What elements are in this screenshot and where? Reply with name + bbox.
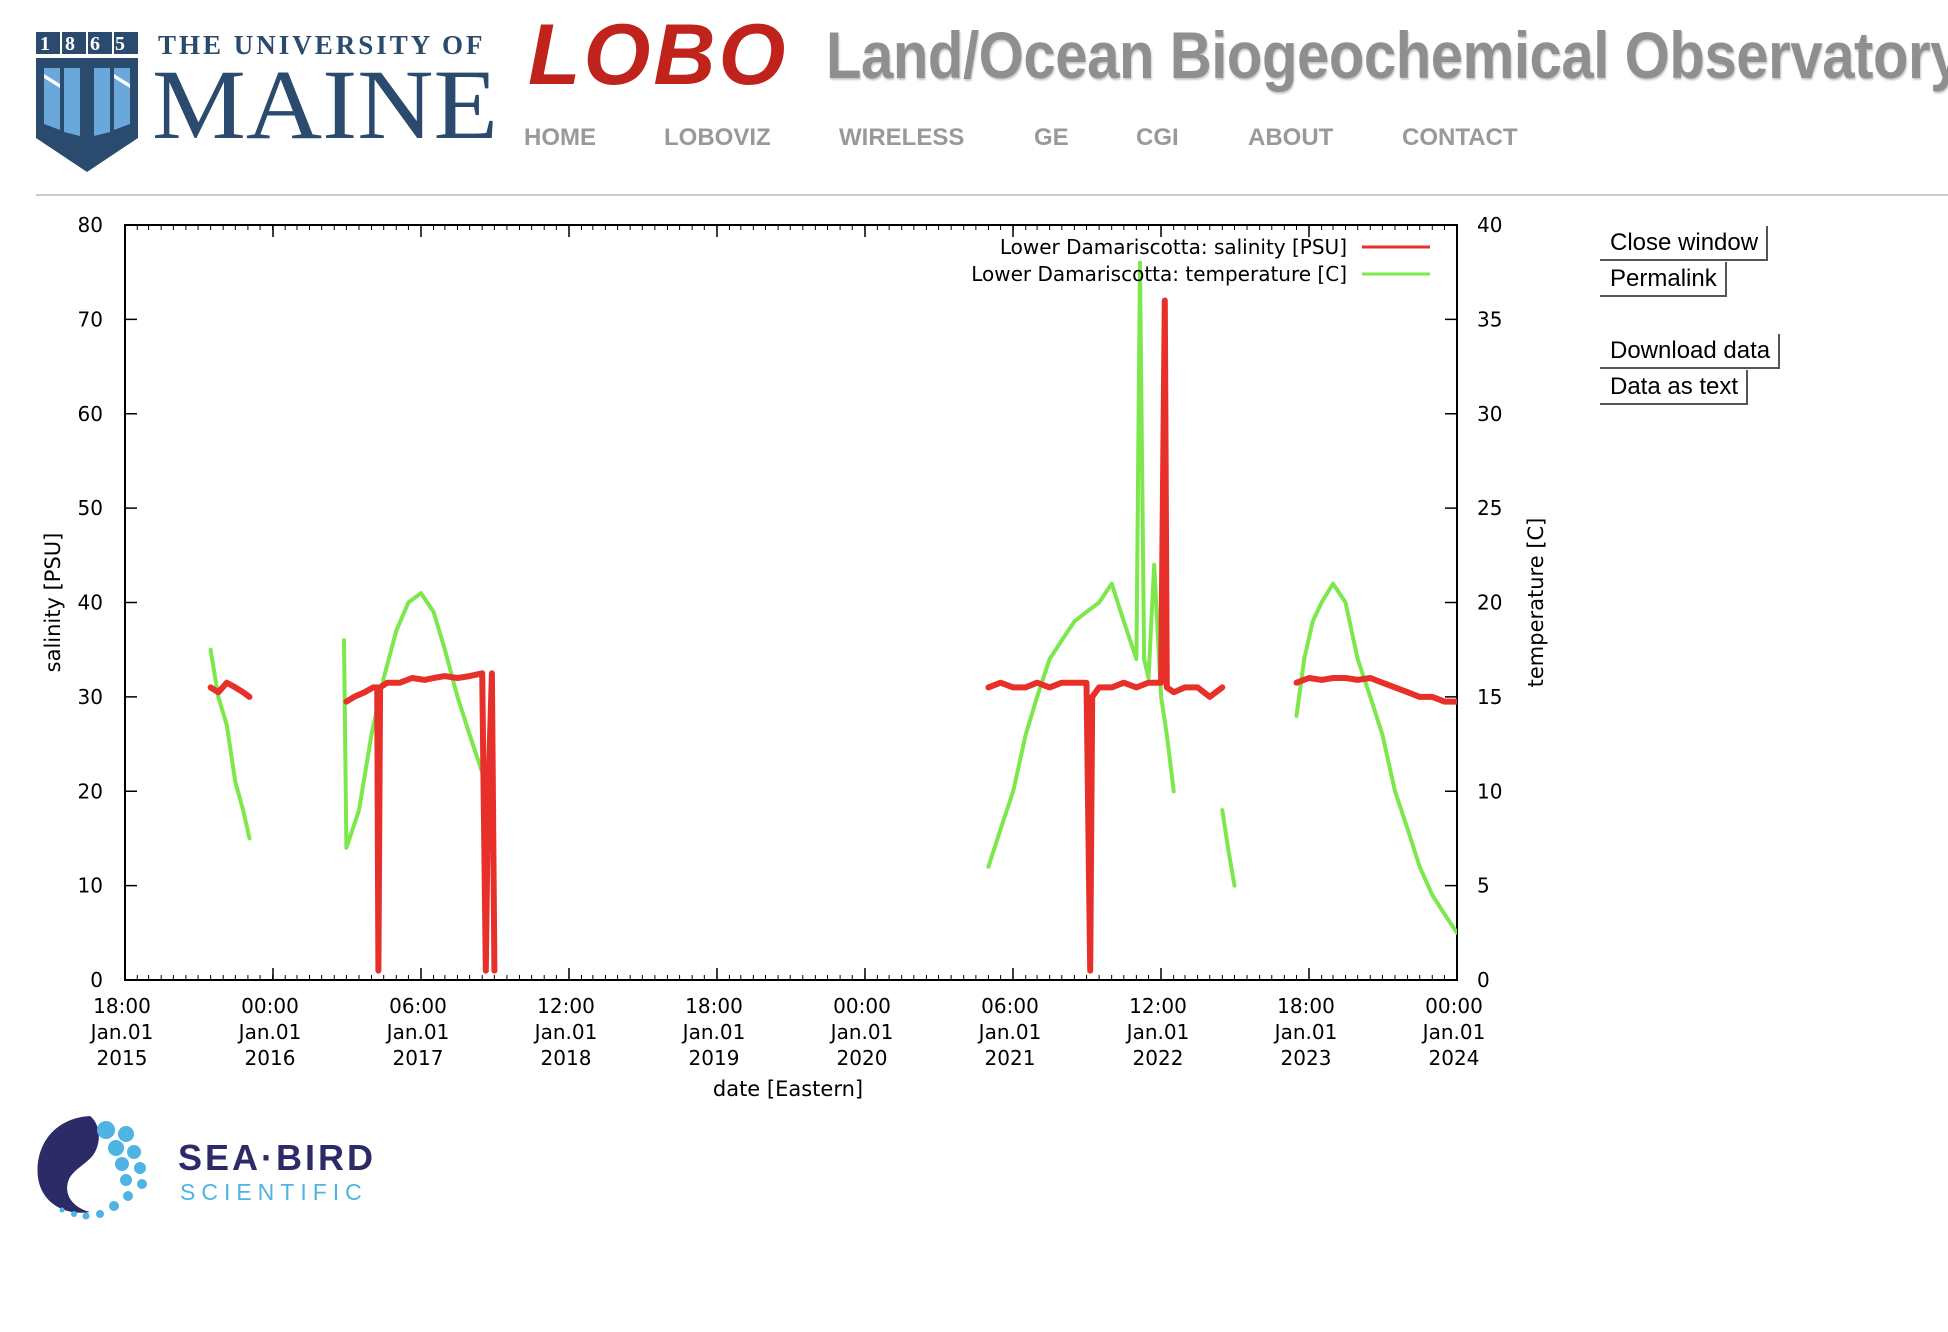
x-tick-label-time: 18:00 [685,994,743,1018]
umaine-line2: MAINE [152,49,498,160]
x-tick-label-time: 06:00 [389,994,447,1018]
x-tick-label-date: Jan.01 [681,1020,746,1044]
x-tick-label-time: 12:00 [1129,994,1187,1018]
y-tick-label: 10 [78,874,103,898]
site-title: Land/Ocean Biogeochemical Observatory [826,18,1948,92]
x-tick-label-date: Jan.01 [385,1020,450,1044]
y-tick-label: 60 [78,402,103,426]
y-tick-label: 0 [90,968,103,992]
x-tick-label-time: 18:00 [1277,994,1335,1018]
seabird-swirl-icon [37,1116,147,1220]
umaine-logo[interactable]: 1865 THE UNIVERSITY OF MAINE [36,30,504,175]
y-tick-label: 40 [78,591,103,615]
x-tick-label-date: Jan.01 [1273,1020,1338,1044]
x-tick-label-time: 00:00 [1425,994,1483,1018]
x-axis-label: date [Eastern] [713,1077,863,1101]
y2-tick-label: 0 [1477,968,1490,992]
y-tick-label: 30 [78,685,103,709]
x-tick-label-date: Jan.01 [89,1020,154,1044]
temperature-series-segment-0 [208,647,252,841]
umaine-line1: THE UNIVERSITY OF [158,30,486,60]
x-tick-label-time: 06:00 [981,994,1039,1018]
salinity-series-segment-2 [985,297,1226,974]
x-tick-label-year: 2015 [97,1046,148,1070]
y2-axis-label: temperature [C] [1524,518,1548,688]
data-as-text-button[interactable]: Data as text [1600,370,1749,405]
seabird-subtitle: SCIENTIFIC [180,1179,368,1205]
plot-frame [124,224,1458,981]
y2-tick-label: 40 [1477,213,1502,237]
nav-cgi[interactable]: CGI [1136,124,1179,151]
permalink-button[interactable]: Permalink [1600,262,1727,297]
nav-contact[interactable]: CONTACT [1402,124,1518,151]
x-tick-label-time: 18:00 [93,994,151,1018]
x-tick-label-time: 00:00 [833,994,891,1018]
chart-legend: Lower Damariscotta: salinity [PSU] Lower … [971,235,1430,286]
nav-about[interactable]: ABOUT [1248,124,1334,151]
temperature-series-segment-3 [1220,808,1237,888]
y-tick-label: 50 [78,496,103,520]
legend-label: Lower Damariscotta: temperature [C] [971,262,1347,286]
x-tick-label-year: 2019 [689,1046,740,1070]
temperature-series-segment-1 [342,591,497,850]
y-axis-label: salinity [PSU] [41,533,65,673]
temperature-series-segment-2 [986,260,1176,869]
y-tick-label: 20 [78,779,103,803]
x-tick-label-year: 2018 [541,1046,592,1070]
timeseries-chart: 01020304050607080051015202530354018:00Ja… [41,213,1548,1101]
x-tick-label-date: Jan.01 [1421,1020,1486,1044]
umaine-shield-icon [36,58,138,172]
salinity-series-segment-0 [207,679,253,700]
y2-tick-label: 10 [1477,779,1502,803]
temperature-series-segment-4 [1294,581,1457,935]
y-tick-label: 80 [78,213,103,237]
seabird-logo[interactable]: SEA·BIRD SCIENTIFIC [34,1112,394,1232]
y2-tick-label: 35 [1477,307,1502,331]
x-tick-label-date: Jan.01 [977,1020,1042,1044]
x-tick-label-date: Jan.01 [829,1020,894,1044]
salinity-series-segment-1 [343,670,498,974]
y2-tick-label: 30 [1477,402,1502,426]
x-tick-label-time: 00:00 [241,994,299,1018]
salinity-series-segment-3 [1293,675,1457,705]
x-tick-label-date: Jan.01 [533,1020,598,1044]
nav-wireless[interactable]: WIRELESS [839,124,965,151]
x-tick-label-date: Jan.01 [237,1020,302,1044]
nav-ge[interactable]: GE [1034,124,1069,151]
y2-tick-label: 20 [1477,591,1502,615]
y2-tick-label: 25 [1477,496,1502,520]
x-tick-label-year: 2022 [1133,1046,1184,1070]
y2-tick-label: 15 [1477,685,1502,709]
y-tick-label: 70 [78,307,103,331]
x-tick-label-year: 2024 [1429,1046,1480,1070]
x-tick-label-time: 12:00 [537,994,595,1018]
nav-home[interactable]: HOME [524,124,596,151]
y2-tick-label: 5 [1477,874,1490,898]
x-tick-label-year: 2023 [1281,1046,1332,1070]
chart-actions: Close window Permalink Download data Dat… [1600,226,1900,426]
x-tick-label-year: 2016 [245,1046,296,1070]
lobo-logo[interactable]: LOBO [528,7,789,103]
nav-loboviz[interactable]: LOBOVIZ [664,124,771,151]
download-data-button[interactable]: Download data [1600,334,1781,369]
x-tick-label-year: 2017 [393,1046,444,1070]
x-tick-label-year: 2021 [985,1046,1036,1070]
seabird-name: SEA·BIRD [178,1137,376,1178]
series-layer [207,260,1457,974]
umaine-year: 1865 [40,33,140,55]
axes-layer: 01020304050607080051015202530354018:00Ja… [78,213,1503,1070]
close-window-button[interactable]: Close window [1600,226,1769,261]
header-divider [36,194,1948,196]
x-tick-label-year: 2020 [837,1046,888,1070]
x-tick-label-date: Jan.01 [1125,1020,1190,1044]
legend-label: Lower Damariscotta: salinity [PSU] [1000,235,1347,259]
